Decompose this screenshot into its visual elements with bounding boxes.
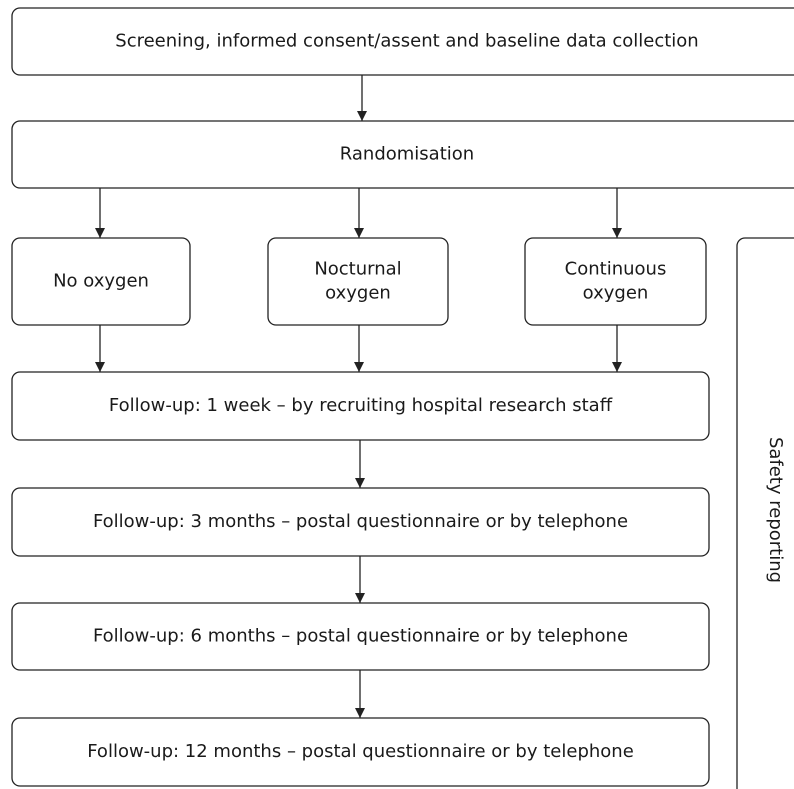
node-box xyxy=(267,237,449,326)
node-label: Continuous xyxy=(565,259,667,280)
node-label: Randomisation xyxy=(340,144,474,165)
node: Continuous oxygen xyxy=(524,237,707,326)
node-label: Follow-up: 3 months – postal questionnai… xyxy=(93,511,628,532)
node-label: No oxygen xyxy=(53,271,149,292)
node-label: oxygen xyxy=(583,283,649,304)
node: No oxygen xyxy=(11,237,191,326)
node: Nocturnal oxygen xyxy=(267,237,449,326)
node-label: Follow-up: 12 months – postal questionna… xyxy=(87,741,634,762)
node: Safety reporting xyxy=(736,237,794,789)
node-box xyxy=(524,237,707,326)
node: Follow-up: 3 months – postal questionnai… xyxy=(11,487,710,557)
node-box xyxy=(736,237,794,789)
node: Follow-up: 12 months – postal questionna… xyxy=(11,717,710,787)
node: Randomisation xyxy=(11,120,794,189)
node-label: Follow-up: 1 week – by recruiting hospit… xyxy=(109,395,613,416)
node-label: oxygen xyxy=(325,283,391,304)
node-label: Nocturnal xyxy=(314,259,401,280)
node-box xyxy=(11,120,794,189)
arrows xyxy=(95,75,622,718)
node-label: Follow-up: 6 months – postal questionnai… xyxy=(93,626,628,647)
node-label: Safety reporting xyxy=(765,437,786,583)
node: Follow-up: 1 week – by recruiting hospit… xyxy=(11,371,710,441)
node-box xyxy=(11,7,794,76)
node: Screening, informed consent/assent and b… xyxy=(11,7,794,76)
node-box xyxy=(11,237,191,326)
node: Follow-up: 6 months – postal questionnai… xyxy=(11,602,710,671)
node-label: Screening, informed consent/assent and b… xyxy=(115,31,698,52)
